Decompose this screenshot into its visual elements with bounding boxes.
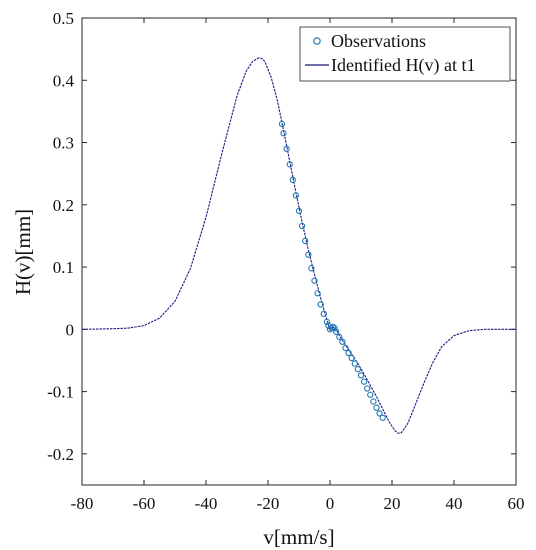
observation-point bbox=[314, 290, 321, 297]
observation-point bbox=[345, 349, 352, 357]
x-tick-label: 20 bbox=[384, 494, 401, 513]
y-tick-label: 0.2 bbox=[53, 196, 74, 215]
y-tick-label: 0.3 bbox=[53, 134, 74, 153]
observation-point bbox=[348, 354, 355, 362]
observation-point bbox=[302, 237, 309, 245]
observation-point bbox=[295, 207, 303, 215]
observation-point bbox=[364, 385, 371, 392]
y-tick-label: -0.1 bbox=[47, 383, 74, 402]
observation-point bbox=[278, 120, 286, 128]
x-axis-label: v[mm/s] bbox=[263, 525, 334, 549]
observation-point bbox=[336, 333, 343, 340]
y-tick-label: 0 bbox=[66, 320, 75, 339]
observation-point bbox=[333, 328, 340, 335]
legend-box bbox=[299, 26, 511, 82]
x-tick-label: 40 bbox=[446, 494, 463, 513]
observation-point bbox=[283, 145, 290, 152]
observation-point bbox=[373, 404, 380, 411]
observation-point bbox=[328, 324, 335, 332]
series-layer bbox=[81, 57, 516, 434]
x-tick-label: 0 bbox=[326, 494, 335, 513]
y-tick-label: -0.2 bbox=[47, 445, 74, 464]
plot-area bbox=[81, 17, 517, 486]
x-axis-ticks: -80 -60 -40 -20 0 20 40 60 bbox=[71, 18, 525, 513]
x-tick-label: -40 bbox=[195, 494, 218, 513]
observation-point bbox=[376, 410, 383, 417]
x-tick-label: -80 bbox=[71, 494, 94, 513]
observation-point bbox=[331, 324, 338, 332]
observation-point bbox=[329, 323, 337, 330]
y-tick-label: 0.5 bbox=[53, 9, 74, 28]
observation-point bbox=[342, 344, 349, 352]
observation-point bbox=[280, 130, 287, 137]
legend-observations-marker bbox=[313, 37, 321, 45]
observation-point bbox=[370, 398, 377, 405]
observation-point bbox=[367, 391, 374, 398]
observation-point bbox=[305, 251, 312, 258]
y-tick-label: 0.1 bbox=[53, 258, 74, 277]
x-tick-label: 60 bbox=[508, 494, 525, 513]
observation-point bbox=[360, 378, 368, 385]
y-axis-label: H(v)[mm] bbox=[11, 209, 35, 295]
y-axis-ticks: -0.2 -0.1 0 0.1 0.2 0.3 0.4 0.5 bbox=[47, 9, 516, 464]
legend: Observations Identified H(v) at t1 bbox=[299, 26, 511, 82]
observation-point bbox=[323, 318, 331, 326]
observation-point bbox=[317, 301, 324, 308]
legend-observations-label: Observations bbox=[331, 31, 426, 51]
x-tick-label: -20 bbox=[257, 494, 280, 513]
observation-point bbox=[298, 222, 306, 230]
observation-point bbox=[289, 176, 296, 184]
observation-point bbox=[308, 265, 315, 272]
observations-series bbox=[278, 120, 386, 421]
legend-identified-label: Identified H(v) at t1 bbox=[331, 55, 475, 76]
observation-point bbox=[351, 360, 358, 367]
observation-point bbox=[339, 338, 346, 345]
identified-curve-line bbox=[81, 57, 516, 434]
observation-point bbox=[379, 414, 386, 421]
y-tick-label: 0.4 bbox=[53, 71, 75, 90]
observation-point bbox=[357, 372, 365, 379]
x-tick-label: -60 bbox=[133, 494, 156, 513]
observation-point bbox=[292, 192, 300, 199]
observation-point bbox=[311, 277, 318, 284]
observation-point bbox=[320, 310, 327, 317]
observation-point bbox=[286, 161, 293, 168]
observation-point bbox=[354, 366, 362, 373]
